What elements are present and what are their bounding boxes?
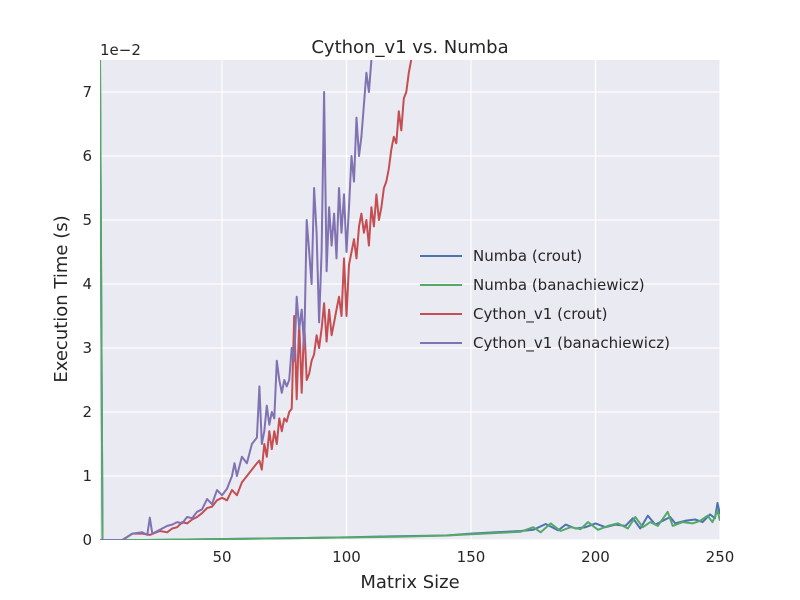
series-line-1 <box>100 60 720 540</box>
y-tick-label: 1 <box>82 467 92 485</box>
legend-label-2: Cython_v1 (crout) <box>473 305 607 324</box>
y-axis-label: Execution Time (s) <box>51 215 72 382</box>
y-tick-label: 7 <box>82 83 92 101</box>
y-tick-label: 3 <box>82 339 92 357</box>
x-tick-label: 100 <box>332 548 361 566</box>
series-lines <box>100 60 720 540</box>
y-tick-label: 6 <box>82 147 92 165</box>
x-tick-label: 150 <box>457 548 486 566</box>
series-line-3 <box>100 60 373 540</box>
legend: Numba (crout) Numba (banachiewicz) Cython_… <box>420 247 670 353</box>
x-tick-label: 250 <box>706 548 735 566</box>
y-tick-label: 0 <box>82 531 92 549</box>
legend-label-0: Numba (crout) <box>473 247 582 265</box>
x-tick-label: 50 <box>212 548 231 566</box>
legend-label-3: Cython_v1 (banachiewicz) <box>473 334 670 353</box>
chart-title: Cython_v1 vs. Numba <box>311 37 508 58</box>
plot-area <box>100 60 720 540</box>
x-tick-label: 200 <box>581 548 610 566</box>
y-tick-label: 4 <box>82 275 92 293</box>
y-tick-label: 2 <box>82 403 92 421</box>
legend-label-1: Numba (banachiewicz) <box>473 276 645 294</box>
tick-labels: 50 100 150 200 250 0 1 2 3 4 5 6 7 <box>82 83 734 566</box>
y-scale-label: 1e−2 <box>100 41 141 59</box>
x-axis-label: Matrix Size <box>360 572 459 593</box>
y-tick-label: 5 <box>82 211 92 229</box>
